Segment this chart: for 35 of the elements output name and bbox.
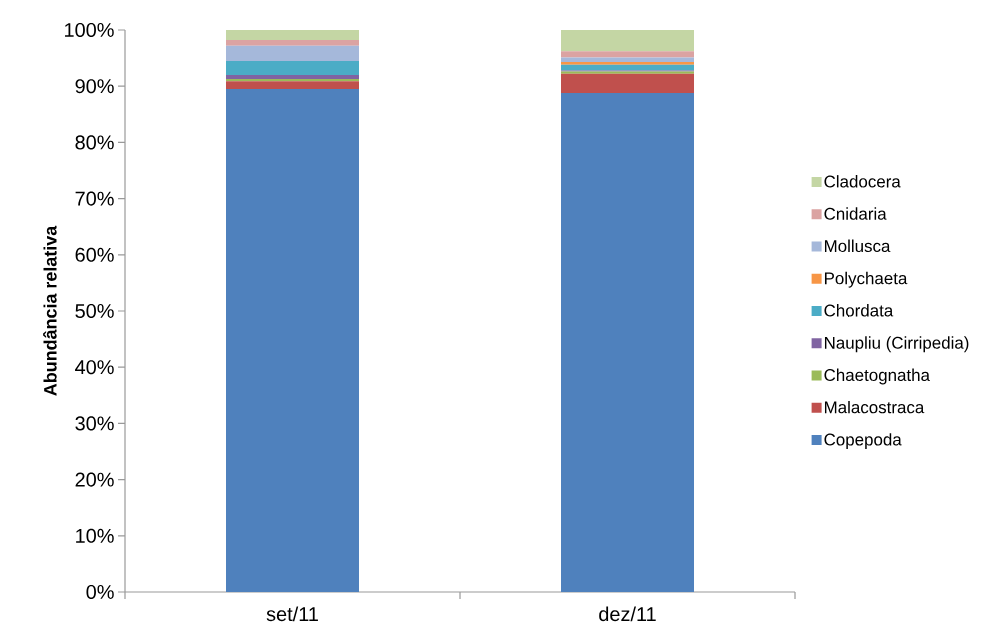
bar [561,62,694,65]
y-tick-label: 100% [65,22,114,38]
x-tick-label: set/11 [266,606,318,622]
legend-label: Chordata [824,304,894,317]
legend-label: Copepoda [824,433,902,449]
legend-label: Polychaeta [824,271,908,288]
y-axis-title: Abundância relativa [43,225,57,396]
bar [561,51,694,58]
bar [226,74,359,79]
legend-label: Naupliu (Cirripedia) [824,336,969,353]
bar [226,89,359,592]
bar [226,81,359,89]
bar [226,40,359,46]
y-tick-label: 40% [75,360,114,375]
y-tick-label: 20% [75,472,114,487]
legend-label: Malacostraca [824,400,925,414]
y-tick-label: 0% [86,584,114,600]
legend-label: Cladocera [824,175,901,188]
legend-label: Mollusca [824,239,891,253]
y-tick-label: 90% [75,79,114,94]
x-tick-label: dez/11 [599,606,656,622]
y-tick-label: 50% [75,303,114,319]
bar [561,29,694,52]
y-tick-label: 60% [75,247,114,262]
y-tick-label: 80% [75,135,114,150]
y-tick-label: 70% [75,191,114,206]
bar [561,73,694,93]
bar [226,60,359,75]
legend-label: Cnidaria [824,207,887,220]
y-tick-label: 10% [76,528,114,543]
bar [561,92,694,592]
bar [226,45,359,61]
y-tick-label: 30% [75,416,114,431]
legend-label: Chaetognatha [824,368,930,385]
bar [226,29,359,41]
